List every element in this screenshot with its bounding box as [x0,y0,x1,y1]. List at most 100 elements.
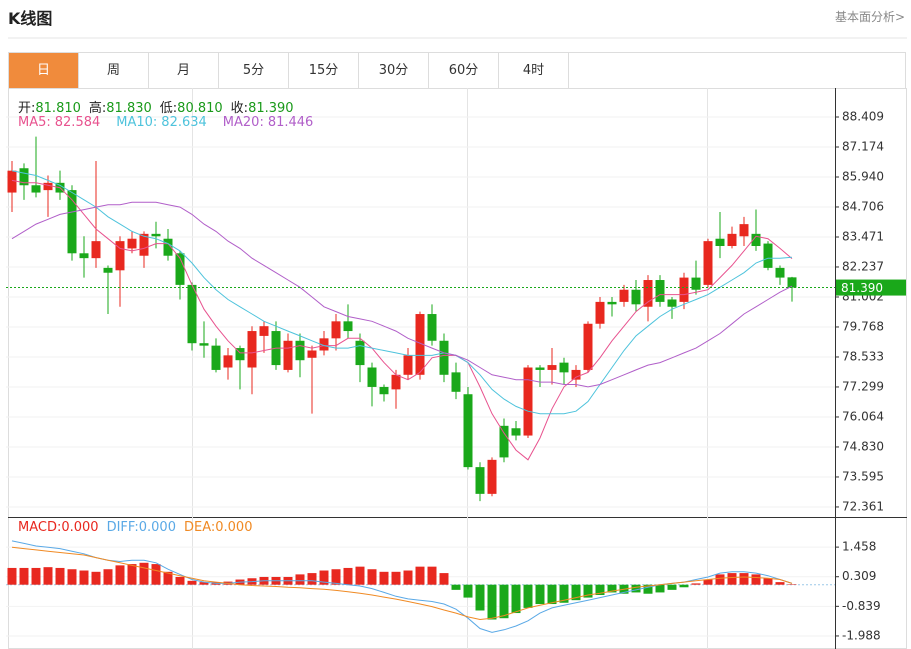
candle-body [751,233,761,247]
macd-bar [415,566,425,585]
macd-bar [583,584,593,598]
candle-body [67,190,77,254]
macd-bar [727,573,737,585]
period-tab[interactable]: 5分 [219,53,289,88]
macd-bar [343,567,353,585]
candle-body [31,185,41,193]
y-tick-label: -0.839 [842,599,881,613]
macd-bar [79,570,89,585]
period-tab[interactable]: 日 [9,53,79,88]
legend-value: 0.000 [61,520,99,535]
macd-bar [151,564,161,585]
y-tick-label: 83.471 [842,229,884,243]
candle-body [151,233,161,237]
macd-bar [127,564,137,585]
macd-bar [631,584,641,593]
legend-value: 0.000 [138,520,176,535]
ma-line [11,201,793,388]
candle-body [187,284,197,344]
macd-bar [7,567,17,585]
macd-bar [703,579,713,585]
candle-body [427,314,437,341]
macd-bar [379,571,389,585]
fundamental-link[interactable]: 基本面分析> [834,10,905,24]
macd-bar [91,571,101,585]
macd-bar [115,565,125,585]
readout-value: 81.390 [248,101,294,116]
period-tab[interactable]: 30分 [359,53,429,88]
y-tick-label: 77.299 [842,379,884,393]
candle-body [547,365,557,370]
y-tick-label: 85.940 [842,169,884,183]
legend-name: DIFF: [106,520,139,535]
y-tick-label: 74.830 [842,439,884,453]
period-tab[interactable]: 周 [79,53,149,88]
candle-body [247,331,257,368]
candle-body [763,243,773,268]
legend-value: 82.634 [161,115,207,130]
last-price-label: 81.390 [841,281,883,295]
page-title: K线图 [8,9,53,28]
macd-bar [655,584,665,593]
macd-bar [523,584,533,608]
macd-bar [199,582,209,585]
y-tick-label: 87.174 [842,140,884,154]
period-tabs: 日周月 5分 15分 30分 60分 4时 [8,52,906,88]
candle-body [715,238,725,247]
legend-name: MA20: [222,115,264,130]
candle-body [631,289,641,305]
macd-bar [31,567,41,585]
period-tab[interactable]: 月 [149,53,219,88]
candle-body [79,253,89,259]
candle-body [283,340,293,370]
candle-body [691,277,701,290]
candle-body [355,340,365,366]
macd-bar [307,573,317,585]
macd-bar [355,566,365,585]
candle-body [379,386,389,395]
readout-value: 81.830 [106,101,152,116]
candle-body [103,267,113,273]
readout-value: 80.810 [177,101,223,116]
macd-bar [547,584,557,605]
macd-bar [571,584,581,601]
candle-body [175,253,185,285]
macd-bar [511,584,521,614]
candle-body [19,168,29,186]
macd-bar [175,576,185,585]
candle-body [643,280,653,307]
candle-body [403,355,413,375]
candle-body [595,301,605,324]
period-tab[interactable]: 4时 [499,53,569,88]
candle-body [475,467,485,494]
macd-bar [187,580,197,585]
macd-bar [139,562,149,585]
macd-bar [331,569,341,585]
candle-body [535,367,545,370]
candle-body [667,299,677,307]
ohlc-readout: 开:81.810 高:81.830 低:80.810 收:81.390 [18,97,302,116]
legend-name: MACD: [18,520,62,535]
macd-bar [367,569,377,585]
candle-body [739,224,749,237]
macd-bar [43,567,53,585]
candle-body [559,362,569,373]
legend-value: 81.446 [267,115,314,130]
legend-value: 0.000 [215,520,253,535]
candle-body [787,277,797,288]
candle-body [499,425,509,458]
candle-body [319,338,329,351]
candle-body [331,321,341,339]
candle-body [343,321,353,332]
y-tick-label: 88.409 [842,109,884,123]
candle-body [655,280,665,302]
candle-body [7,170,17,193]
last-price-box [836,279,906,296]
macd-bar [643,584,653,594]
period-tab[interactable]: 15分 [289,53,359,88]
macd-bar [295,574,305,585]
period-tab[interactable]: 60分 [429,53,499,88]
macd-bar [439,573,449,585]
macd-bar [163,571,173,585]
candle-body [487,459,497,494]
